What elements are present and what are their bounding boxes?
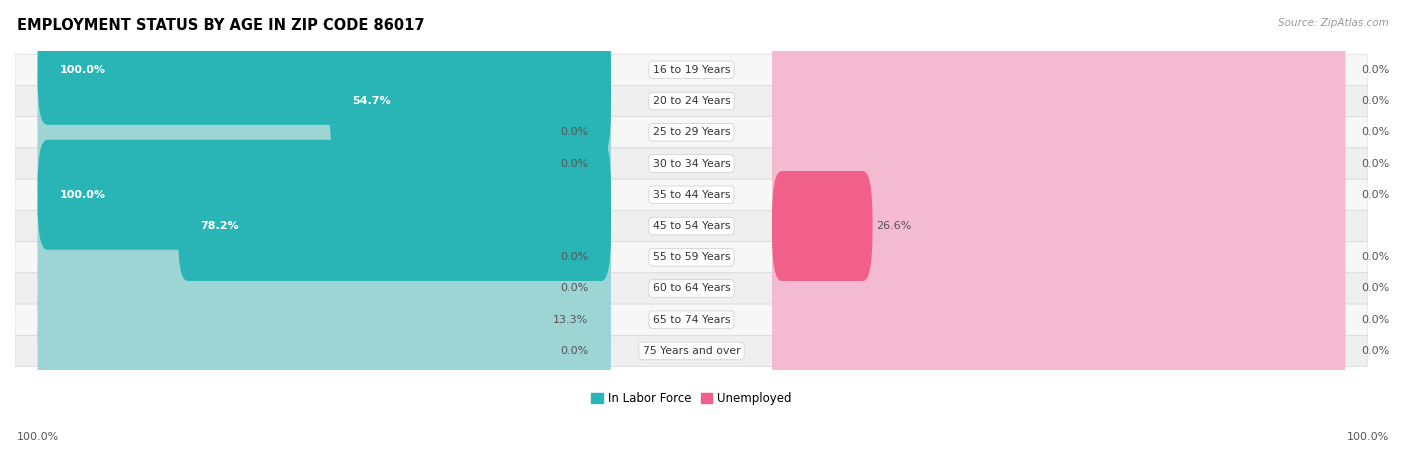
- FancyBboxPatch shape: [38, 77, 612, 187]
- FancyBboxPatch shape: [15, 336, 1368, 367]
- FancyBboxPatch shape: [772, 77, 1346, 187]
- Text: 100.0%: 100.0%: [60, 190, 105, 200]
- Text: 0.0%: 0.0%: [1361, 315, 1389, 325]
- FancyBboxPatch shape: [38, 202, 612, 312]
- Text: 75 Years and over: 75 Years and over: [643, 346, 741, 356]
- FancyBboxPatch shape: [179, 171, 612, 281]
- Text: 45 to 54 Years: 45 to 54 Years: [652, 221, 730, 231]
- FancyBboxPatch shape: [15, 304, 1368, 336]
- Text: 0.0%: 0.0%: [560, 252, 588, 262]
- FancyBboxPatch shape: [15, 273, 1368, 304]
- FancyBboxPatch shape: [15, 85, 1368, 117]
- Text: 100.0%: 100.0%: [1347, 432, 1389, 442]
- FancyBboxPatch shape: [15, 117, 1368, 148]
- Text: 54.7%: 54.7%: [352, 96, 391, 106]
- FancyBboxPatch shape: [772, 46, 1346, 156]
- Text: 100.0%: 100.0%: [17, 432, 59, 442]
- FancyBboxPatch shape: [15, 179, 1368, 210]
- FancyBboxPatch shape: [772, 15, 1346, 125]
- Text: 30 to 34 Years: 30 to 34 Years: [652, 159, 730, 169]
- FancyBboxPatch shape: [38, 15, 612, 125]
- FancyBboxPatch shape: [15, 242, 1368, 273]
- Text: 0.0%: 0.0%: [1361, 190, 1389, 200]
- FancyBboxPatch shape: [772, 140, 1346, 250]
- Text: 13.3%: 13.3%: [553, 315, 588, 325]
- FancyBboxPatch shape: [772, 171, 1346, 281]
- Text: 0.0%: 0.0%: [560, 284, 588, 294]
- FancyBboxPatch shape: [15, 148, 1368, 179]
- FancyBboxPatch shape: [772, 234, 1346, 344]
- Text: 0.0%: 0.0%: [1361, 65, 1389, 75]
- Text: 0.0%: 0.0%: [1361, 96, 1389, 106]
- Text: 60 to 64 Years: 60 to 64 Years: [652, 284, 730, 294]
- Text: 65 to 74 Years: 65 to 74 Years: [652, 315, 730, 325]
- FancyBboxPatch shape: [38, 140, 612, 250]
- Text: 0.0%: 0.0%: [1361, 127, 1389, 137]
- Text: 55 to 59 Years: 55 to 59 Years: [652, 252, 730, 262]
- FancyBboxPatch shape: [329, 46, 612, 156]
- Text: 20 to 24 Years: 20 to 24 Years: [652, 96, 730, 106]
- FancyBboxPatch shape: [38, 109, 612, 219]
- Text: Source: ZipAtlas.com: Source: ZipAtlas.com: [1278, 18, 1389, 28]
- Text: 0.0%: 0.0%: [1361, 284, 1389, 294]
- Text: 25 to 29 Years: 25 to 29 Years: [652, 127, 730, 137]
- FancyBboxPatch shape: [772, 109, 1346, 219]
- Text: 26.6%: 26.6%: [876, 221, 911, 231]
- FancyBboxPatch shape: [38, 46, 612, 156]
- Legend: In Labor Force, Unemployed: In Labor Force, Unemployed: [591, 392, 792, 405]
- Text: 0.0%: 0.0%: [1361, 159, 1389, 169]
- FancyBboxPatch shape: [38, 296, 612, 406]
- FancyBboxPatch shape: [38, 15, 612, 125]
- FancyBboxPatch shape: [15, 210, 1368, 242]
- Text: EMPLOYMENT STATUS BY AGE IN ZIP CODE 86017: EMPLOYMENT STATUS BY AGE IN ZIP CODE 860…: [17, 18, 425, 33]
- Text: 100.0%: 100.0%: [60, 65, 105, 75]
- Text: 0.0%: 0.0%: [560, 346, 588, 356]
- Text: 78.2%: 78.2%: [201, 221, 239, 231]
- Text: 0.0%: 0.0%: [560, 127, 588, 137]
- FancyBboxPatch shape: [38, 234, 612, 344]
- Text: 0.0%: 0.0%: [1361, 252, 1389, 262]
- FancyBboxPatch shape: [772, 296, 1346, 406]
- Text: 0.0%: 0.0%: [560, 159, 588, 169]
- FancyBboxPatch shape: [772, 202, 1346, 312]
- FancyBboxPatch shape: [15, 54, 1368, 85]
- FancyBboxPatch shape: [38, 265, 612, 375]
- Text: 0.0%: 0.0%: [1361, 346, 1389, 356]
- Text: 16 to 19 Years: 16 to 19 Years: [652, 65, 730, 75]
- FancyBboxPatch shape: [772, 265, 1346, 375]
- Text: 35 to 44 Years: 35 to 44 Years: [652, 190, 730, 200]
- FancyBboxPatch shape: [38, 171, 612, 281]
- FancyBboxPatch shape: [772, 171, 873, 281]
- FancyBboxPatch shape: [38, 140, 612, 250]
